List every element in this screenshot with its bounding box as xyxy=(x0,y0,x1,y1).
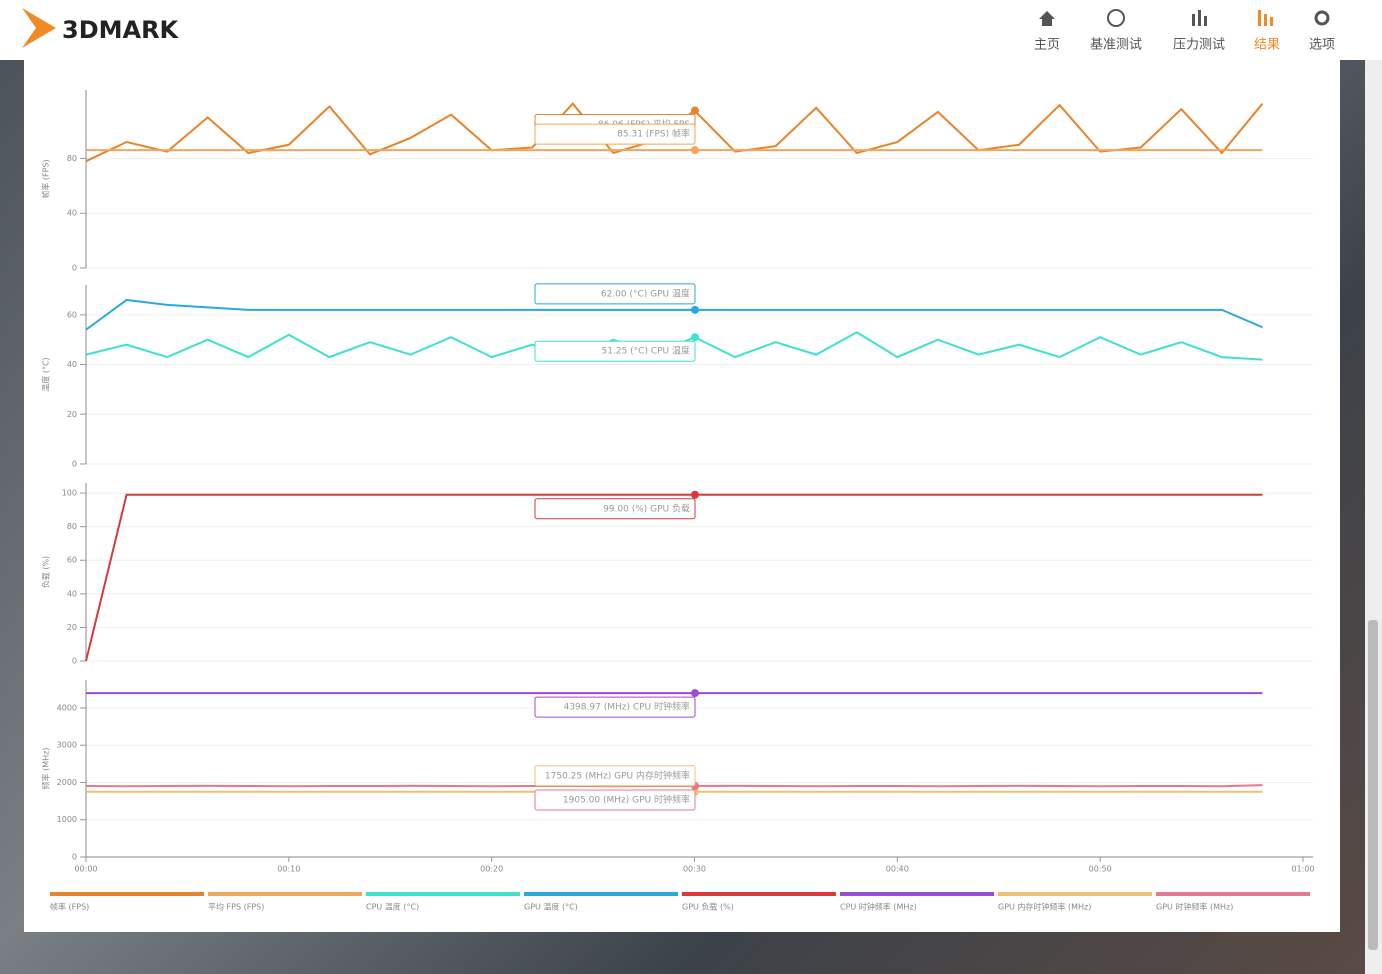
marker-dot xyxy=(691,490,699,499)
annotation-box xyxy=(534,123,696,145)
y-tick-label: 80 xyxy=(67,522,77,531)
icon-stress xyxy=(1198,10,1201,26)
annotation-box xyxy=(534,283,696,305)
x-tick-label: 00:50 xyxy=(1089,865,1112,874)
annotation: 85.31 (FPS) 帧率 xyxy=(617,128,690,140)
nav-item[interactable]: 主页 xyxy=(1034,38,1060,53)
x-tick-label: 00:10 xyxy=(277,865,300,874)
logo-icon xyxy=(22,8,56,48)
x-tick-label: 00:00 xyxy=(74,865,97,874)
nav-icons xyxy=(1039,9,1330,27)
x-tick-label: 00:40 xyxy=(886,865,909,874)
y-tick-label: 40 xyxy=(67,589,77,598)
y-tick-label: 1000 xyxy=(57,815,77,824)
y-tick-label: 0 xyxy=(72,657,77,666)
legend-swatch[interactable] xyxy=(1156,892,1310,896)
icon-options xyxy=(1314,10,1330,26)
y-tick-label: 0 xyxy=(72,853,77,862)
legend-label[interactable]: GPU 时钟频率 (MHz) xyxy=(1156,902,1233,912)
annotation: 51.25 (°C) CPU 温度 xyxy=(602,345,690,357)
icon-home xyxy=(1039,11,1055,26)
annotation-box xyxy=(534,696,696,718)
legend-label[interactable]: CPU 温度 (°C) xyxy=(366,902,419,912)
y-tick-label: 4000 xyxy=(57,703,77,712)
legend-label[interactable]: 帧率 (FPS) xyxy=(50,902,89,912)
annotation: 99.00 (%) GPU 负载 xyxy=(603,502,690,514)
legend-swatch[interactable] xyxy=(366,892,520,896)
nav-item[interactable]: 选项 xyxy=(1309,38,1335,53)
y-axis-label: 帧率 (FPS) xyxy=(41,159,51,198)
logo: 3DMARK xyxy=(62,16,180,44)
legend-swatch[interactable] xyxy=(840,892,994,896)
y-tick-label: 80 xyxy=(67,154,77,163)
scroll-thumb[interactable] xyxy=(1368,620,1378,950)
icon-results xyxy=(1264,14,1267,26)
x-tick-label: 00:30 xyxy=(683,865,706,874)
y-tick-label: 40 xyxy=(67,360,77,369)
marker-dot xyxy=(691,689,699,698)
series-line xyxy=(85,493,1263,662)
legend-label[interactable]: CPU 时钟频率 (MHz) xyxy=(840,902,917,912)
y-tick-label: 60 xyxy=(67,310,77,319)
y-tick-label: 20 xyxy=(67,623,77,632)
legend-label[interactable]: GPU 内存时钟频率 (MHz) xyxy=(998,902,1091,912)
y-tick-label: 60 xyxy=(67,556,77,565)
nav-item[interactable]: 压力测试 xyxy=(1173,38,1225,53)
y-tick-label: 3000 xyxy=(57,741,77,750)
legend-label[interactable]: 平均 FPS (FPS) xyxy=(208,902,264,912)
marker-dot xyxy=(691,333,699,342)
x-tick-label: 00:20 xyxy=(480,865,503,874)
marker-dot xyxy=(691,106,699,115)
y-tick-label: 0 xyxy=(72,460,77,469)
legend-label[interactable]: GPU 温度 (°C) xyxy=(524,902,578,912)
annotation: 62.00 (°C) GPU 温度 xyxy=(601,287,690,299)
icon-results xyxy=(1258,10,1261,26)
y-tick-label: 100 xyxy=(62,489,77,498)
legend-label[interactable]: GPU 负载 (%) xyxy=(682,902,734,912)
y-axis-label: 温度 (°C) xyxy=(41,357,51,391)
annotation: 1905.00 (MHz) GPU 时钟频率 xyxy=(563,794,690,806)
annotation-box xyxy=(534,789,696,811)
y-axis-label: 频率 (MHz) xyxy=(41,748,51,790)
annotation: 4398.97 (MHz) CPU 时钟频率 xyxy=(564,701,690,713)
icon-stress xyxy=(1192,14,1195,26)
header xyxy=(0,0,1382,60)
annotation-box xyxy=(534,498,696,520)
legend-swatch[interactable] xyxy=(208,892,362,896)
legend-swatch[interactable] xyxy=(998,892,1152,896)
annotation: 1750.25 (MHz) GPU 内存时钟频率 xyxy=(545,769,690,781)
marker-dot xyxy=(691,146,699,155)
y-tick-label: 2000 xyxy=(57,778,77,787)
legend-swatch[interactable] xyxy=(50,892,204,896)
y-tick-label: 40 xyxy=(67,209,77,218)
legend-swatch[interactable] xyxy=(682,892,836,896)
series-line xyxy=(85,298,1263,331)
annotation-box xyxy=(534,765,696,787)
nav-item[interactable]: 基准测试 xyxy=(1090,38,1142,53)
y-axis-label: 负载 (%) xyxy=(41,556,51,588)
x-tick-label: 01:00 xyxy=(1291,865,1314,874)
y-tick-label: 20 xyxy=(67,410,77,419)
annotation-box xyxy=(534,340,696,362)
nav-item[interactable]: 结果 xyxy=(1254,38,1280,53)
legend-swatch[interactable] xyxy=(524,892,678,896)
icon-bench xyxy=(1107,9,1125,27)
y-tick-label: 0 xyxy=(72,264,77,273)
icon-stress xyxy=(1204,16,1207,26)
marker-dot xyxy=(691,305,699,314)
icon-results xyxy=(1270,17,1273,26)
